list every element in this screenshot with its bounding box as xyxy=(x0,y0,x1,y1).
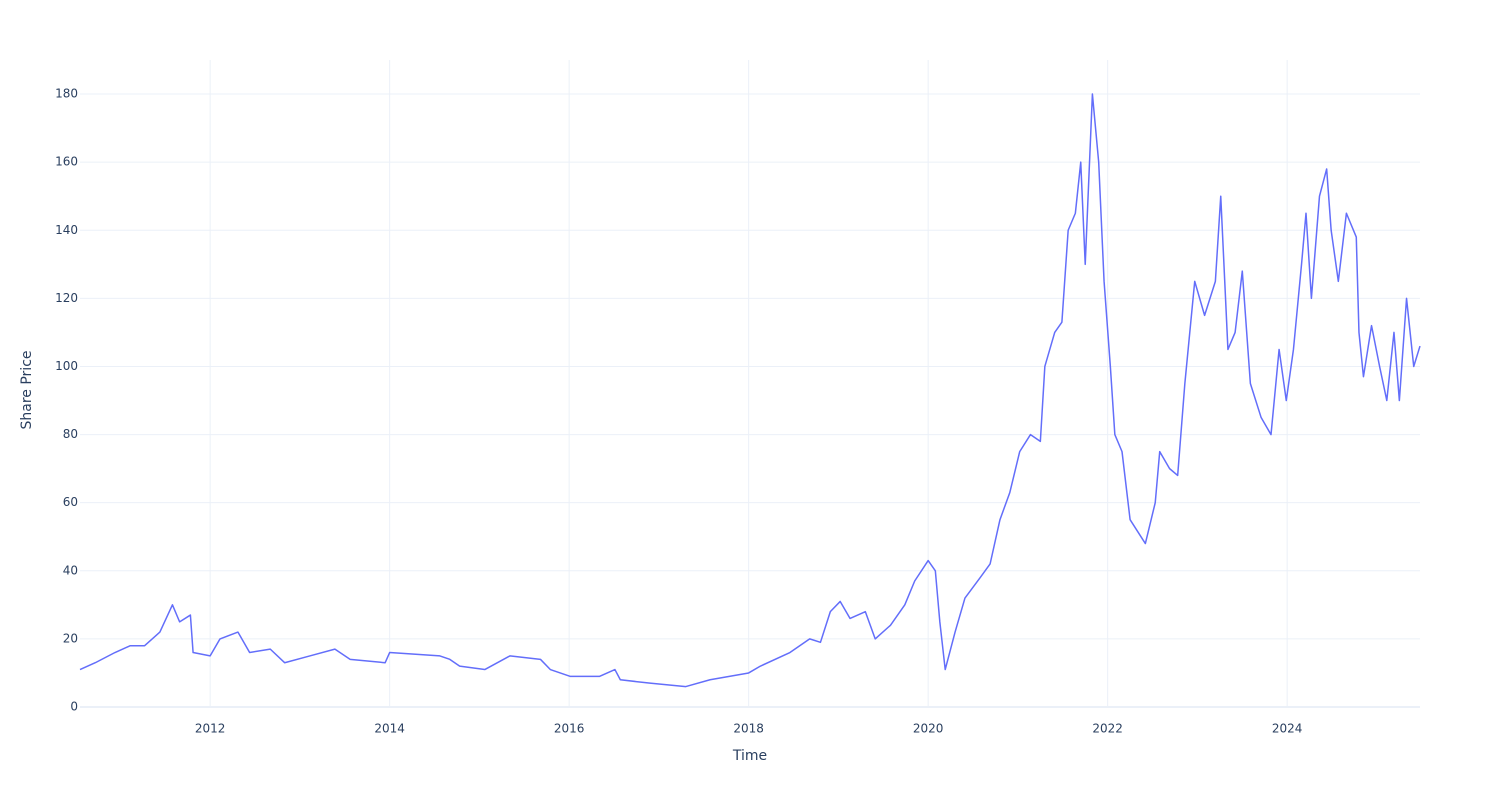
x-tick-label: 2018 xyxy=(733,722,764,736)
y-tick-label: 0 xyxy=(70,700,78,714)
y-tick-label: 100 xyxy=(55,359,78,373)
x-tick-label: 2016 xyxy=(554,722,585,736)
y-tick-label: 40 xyxy=(63,563,78,577)
x-tick-label: 2024 xyxy=(1272,722,1303,736)
y-axis-title: Share Price xyxy=(19,350,35,429)
x-tick-label: 2020 xyxy=(913,722,944,736)
price-line xyxy=(79,93,1421,688)
y-tick-label: 80 xyxy=(63,427,78,441)
x-tick-label: 2012 xyxy=(195,722,226,736)
x-axis-title: Time xyxy=(732,748,767,764)
y-tick-label: 140 xyxy=(55,223,78,237)
y-tick-label: 20 xyxy=(63,631,78,645)
x-tick-label: 2014 xyxy=(374,722,405,736)
y-tick-label: 160 xyxy=(55,155,78,169)
x-tick-label: 2022 xyxy=(1092,722,1123,736)
y-tick-label: 120 xyxy=(55,291,78,305)
y-tick-label: 180 xyxy=(55,87,78,101)
y-tick-label: 60 xyxy=(63,495,78,509)
